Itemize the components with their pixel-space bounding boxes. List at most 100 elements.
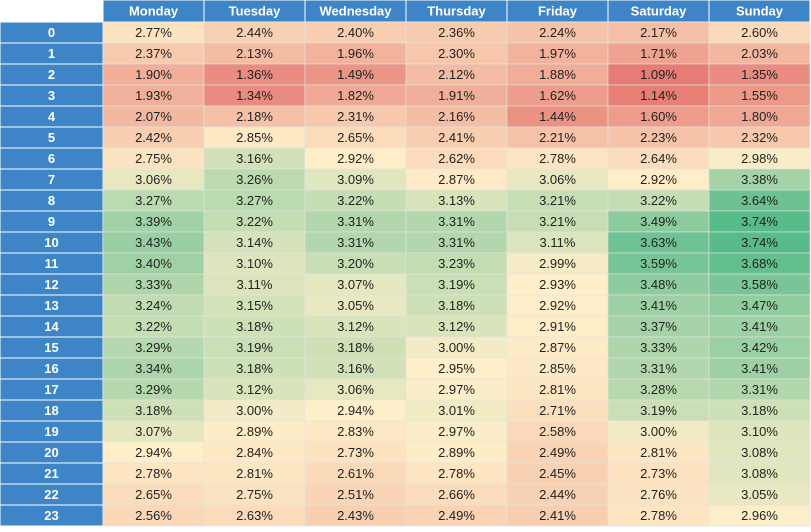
cell-label: 2.89% [236, 424, 273, 439]
cell-label: 1.36% [236, 67, 273, 82]
cell-label: 2.78% [135, 466, 172, 481]
cell-label: 3.18% [236, 361, 273, 376]
cell-label: 3.21% [539, 193, 576, 208]
row-header: 13 [44, 298, 58, 313]
cell-label: 2.92% [640, 172, 677, 187]
cell-label: 1.09% [640, 67, 677, 82]
cell-label: 2.23% [640, 130, 677, 145]
cell-label: 1.44% [539, 109, 576, 124]
cell-label: 3.31% [640, 361, 677, 376]
cell-label: 3.31% [741, 382, 778, 397]
cell-label: 2.66% [438, 487, 475, 502]
cell-label: 3.00% [438, 340, 475, 355]
row-header: 14 [44, 319, 59, 334]
cell-label: 3.08% [741, 466, 778, 481]
cell-label: 3.26% [236, 172, 273, 187]
cell-label: 2.18% [236, 109, 273, 124]
cell-label: 2.85% [539, 361, 576, 376]
cell-label: 2.21% [539, 130, 576, 145]
row-header: 2 [48, 67, 55, 82]
cell-label: 2.95% [438, 361, 475, 376]
cell-label: 2.94% [337, 403, 374, 418]
column-header: Wednesday [319, 3, 392, 18]
cell-label: 2.78% [539, 151, 576, 166]
row-header: 8 [48, 193, 55, 208]
corner-cell [0, 0, 103, 22]
cell-label: 2.49% [539, 445, 576, 460]
row-header: 18 [44, 403, 58, 418]
cell-label: 3.47% [741, 298, 778, 313]
cell-label: 1.71% [640, 46, 677, 61]
cell-label: 2.65% [135, 487, 172, 502]
cell-label: 3.21% [539, 214, 576, 229]
row-header: 17 [44, 382, 58, 397]
column-header: Monday [129, 3, 179, 18]
row-header: 19 [44, 424, 58, 439]
cell-label: 2.75% [135, 151, 172, 166]
cell-label: 2.16% [438, 109, 475, 124]
cell-label: 3.07% [337, 277, 374, 292]
cell-label: 3.33% [640, 340, 677, 355]
row-header: 9 [48, 214, 55, 229]
cell-label: 3.19% [438, 277, 475, 292]
cell-label: 3.10% [236, 256, 273, 271]
cell-label: 2.85% [236, 130, 273, 145]
cell-label: 2.03% [741, 46, 778, 61]
cell-label: 2.13% [236, 46, 273, 61]
cell-label: 3.16% [337, 361, 374, 376]
cell-label: 2.65% [337, 130, 374, 145]
row-header: 23 [44, 508, 58, 523]
cell-label: 1.97% [539, 46, 576, 61]
cell-label: 2.78% [438, 466, 475, 481]
cell-label: 3.18% [236, 319, 273, 334]
cell-label: 3.18% [135, 403, 172, 418]
cell-label: 2.36% [438, 25, 475, 40]
cell-label: 3.00% [236, 403, 273, 418]
cell-label: 3.27% [236, 193, 273, 208]
cell-label: 2.99% [539, 256, 576, 271]
row-header: 5 [48, 130, 55, 145]
cell-label: 3.31% [438, 214, 475, 229]
cell-label: 2.73% [337, 445, 374, 460]
cell-label: 2.43% [337, 508, 374, 523]
cell-label: 3.19% [236, 340, 273, 355]
cell-label: 2.64% [640, 151, 677, 166]
cell-label: 3.41% [640, 298, 677, 313]
cell-label: 3.31% [438, 235, 475, 250]
column-header: Thursday [427, 3, 486, 18]
cell-label: 3.12% [337, 319, 374, 334]
cell-label: 1.90% [135, 67, 172, 82]
cell-label: 1.62% [539, 88, 576, 103]
cell-label: 3.18% [337, 340, 374, 355]
cell-label: 2.78% [640, 508, 677, 523]
cell-label: 3.22% [135, 319, 172, 334]
row-header: 0 [48, 25, 55, 40]
cell-label: 2.41% [539, 508, 576, 523]
cell-label: 3.68% [741, 256, 778, 271]
cell-label: 2.76% [640, 487, 677, 502]
column-header: Sunday [736, 3, 784, 18]
cell-label: 2.92% [337, 151, 374, 166]
column-header: Friday [538, 3, 578, 18]
cell-label: 3.24% [135, 298, 172, 313]
cell-label: 2.93% [539, 277, 576, 292]
cell-label: 3.29% [135, 340, 172, 355]
cell-label: 3.59% [640, 256, 677, 271]
cell-label: 2.51% [337, 487, 374, 502]
cell-label: 3.64% [741, 193, 778, 208]
cell-label: 3.34% [135, 361, 172, 376]
cell-label: 2.98% [741, 151, 778, 166]
cell-label: 1.96% [337, 46, 374, 61]
cell-label: 1.80% [741, 109, 778, 124]
row-header: 12 [44, 277, 58, 292]
cell-label: 3.58% [741, 277, 778, 292]
cell-label: 3.05% [337, 298, 374, 313]
cell-label: 2.24% [539, 25, 576, 40]
cell-label: 1.14% [640, 88, 677, 103]
cell-label: 3.27% [135, 193, 172, 208]
cell-label: 3.74% [741, 214, 778, 229]
cell-label: 3.00% [640, 424, 677, 439]
cell-label: 2.63% [236, 508, 273, 523]
cell-label: 3.19% [640, 403, 677, 418]
